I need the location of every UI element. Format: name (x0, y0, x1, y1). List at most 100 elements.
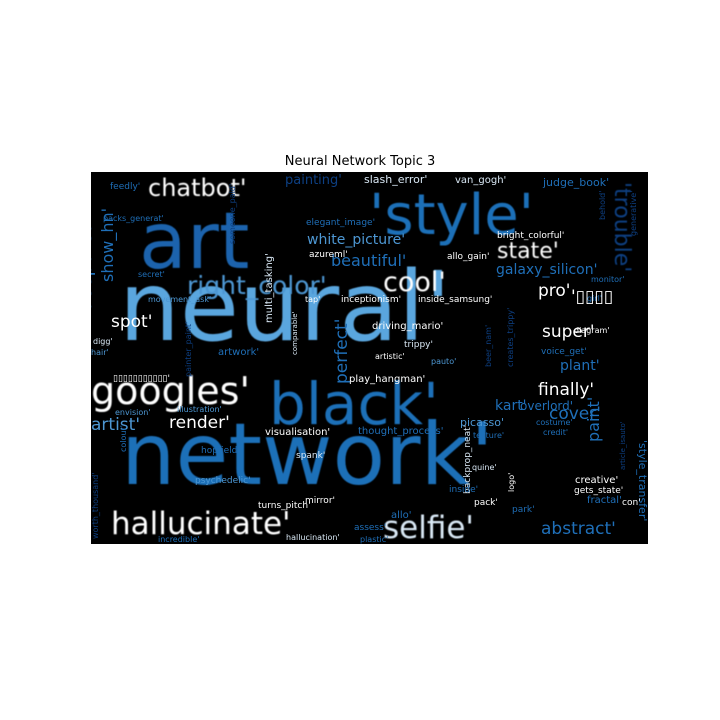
cloud-word: neural' (119, 251, 451, 363)
cloud-word: backprop_neat' (463, 425, 473, 494)
cloud-word: spank' (296, 451, 325, 461)
cloud-word: fractal' (587, 495, 622, 506)
cloud-word: bright_colorful' (497, 231, 564, 241)
cloud-word: artistic' (375, 352, 405, 361)
cloud-word: incredible' (158, 535, 199, 544)
cloud-word: beautiful' (331, 251, 406, 270)
cloud-word: driving_mario' (372, 321, 443, 332)
cloud-word: illustration' (177, 405, 222, 414)
cloud-word: mirror' (305, 496, 335, 506)
cloud-word: pro' (538, 281, 570, 301)
cloud-word: generative' (629, 191, 638, 236)
cloud-word: hallucinate' (111, 506, 291, 542)
cloud-word: cool' (383, 267, 446, 298)
cloud-word: quine' (472, 463, 497, 472)
cloud-word: artwork' (218, 347, 259, 358)
cloud-word: logo' (507, 473, 516, 492)
cloud-word: deepdream' (91, 198, 96, 312)
cloud-word: texture' (473, 431, 504, 440)
cloud-word: chatbot' (148, 174, 246, 202)
cloud-word: cover' (549, 404, 601, 424)
cloud-word: network' (121, 405, 494, 505)
cloud-word: envision' (115, 408, 151, 417)
cloud-word: hallucination' (286, 533, 340, 542)
cloud-word: picasso' (460, 416, 504, 429)
cloud-word: worth_thousand' (91, 472, 100, 539)
cloud-word: assess' (354, 523, 386, 533)
cloud-word: hair' (91, 348, 109, 357)
cloud-word: thought_process' (358, 426, 444, 437)
cloud-word: kart' (495, 398, 527, 414)
cloud-word: van_gogh' (455, 175, 506, 186)
cloud-word: trippy' (404, 340, 433, 350)
cloud-word: elegant_image' (306, 218, 375, 228)
cloud-word: googles' (91, 369, 250, 413)
cloud-word: artist' (91, 415, 140, 435)
cloud-word: turns_pitch' (258, 501, 311, 511)
word-cloud-canvas: neural' network' art 'style' black' googles' h… (91, 173, 648, 544)
cloud-word: feedly' (110, 182, 140, 192)
cloud-word: diagram' (574, 326, 609, 335)
cloud-word: girl' (587, 294, 602, 303)
cloud-word: right_color' (187, 271, 327, 300)
cloud-word: pack' (474, 498, 498, 508)
cloud-word: comparable' (291, 311, 299, 355)
cloud-word: costume' (536, 418, 573, 427)
cloud-word: secret' (138, 270, 165, 279)
cloud-word: abstract' (541, 519, 616, 539)
cloud-word: painter_paint' (184, 322, 193, 377)
cloud-word: creative' (575, 475, 618, 486)
cloud-word: selfie' (383, 510, 474, 544)
cloud-word: article_isauto' (619, 421, 627, 470)
cloud-word: state' (497, 239, 559, 264)
cloud-word: super' (542, 322, 595, 342)
cloud-word: tap' (305, 295, 320, 304)
cloud-word: 'trouble' (609, 182, 634, 272)
cloud-word: white_picture' (307, 232, 405, 248)
cloud-word: allo' (391, 510, 412, 521)
cloud-word: plant' (560, 358, 600, 374)
cloud-word: movement_ask' (148, 295, 211, 304)
cloud-word: inside' (449, 485, 478, 495)
cloud-word: someone_paid' (228, 184, 237, 244)
cloud-word: judge_book' (542, 176, 609, 189)
cloud-word: play_hangman' (349, 374, 425, 385)
cloud-word: 'style' (369, 183, 534, 248)
cloud-word: painting' (285, 173, 342, 188)
cloud-word: plastic' (360, 535, 388, 544)
cloud-word: show_hn' (98, 208, 118, 282)
cloud-word: creates_trippy' (506, 308, 515, 367)
cloud-word: azureml' (309, 250, 348, 260)
cloud-word: overlord' (520, 399, 573, 413)
cloud-word: paint' (584, 397, 603, 442)
cloud-word: colour' (119, 425, 128, 452)
cloud-word: render' (169, 413, 230, 433)
cloud-word: allo_gain' (447, 252, 489, 262)
cloud-word: behold' (598, 191, 607, 220)
cloud-word: digg' (93, 337, 113, 346)
cloud-word: con' (622, 498, 641, 508)
cloud-word: perfect' (332, 319, 352, 384)
cloud-word: packs_generat' (103, 214, 164, 223)
cloud-word: visualisation' (265, 427, 330, 438)
figure-title: Neural Network Topic 3 (284, 154, 436, 169)
cloud-word: ▯▯▯▯▯▯▯▯▯▯▯' (113, 374, 170, 384)
cloud-word: 'style_transfer' (636, 440, 648, 521)
cloud-word: voice_get' (541, 347, 587, 357)
cloud-word: gets_state' (574, 486, 623, 496)
cloud-word: spot' (111, 312, 152, 332)
cloud-word: art (139, 197, 249, 287)
cloud-word: psychedelic' (195, 476, 251, 486)
cloud-word: '▯▯▯▯ (571, 287, 613, 307)
cloud-word: black' (269, 370, 439, 438)
cloud-word: multi_tasking' (264, 253, 275, 323)
cloud-word: hopfield' (201, 446, 240, 456)
cloud-word: beer_nam' (484, 325, 493, 367)
cloud-word: slash_error' (364, 173, 427, 186)
cloud-word: galaxy_silicon' (496, 262, 597, 278)
cloud-word: finally' (538, 380, 594, 400)
cloud-word: park' (512, 505, 535, 515)
cloud-word: inceptionism' (341, 295, 401, 305)
cloud-word: inside_samsung' (418, 295, 492, 305)
word-cloud: neural' network' art 'style' black' googles' h… (91, 172, 648, 544)
